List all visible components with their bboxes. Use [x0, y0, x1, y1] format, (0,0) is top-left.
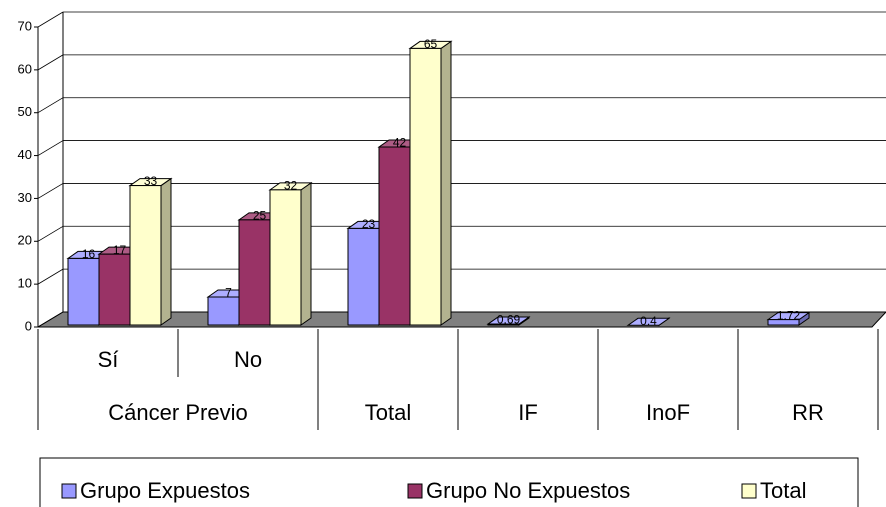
grid-line-side — [37, 140, 64, 156]
value-label: 1.72 — [777, 308, 801, 322]
legend-label: Grupo Expuestos — [80, 478, 250, 503]
legend-swatch — [407, 483, 423, 499]
y-tick-label: 10 — [18, 276, 32, 291]
grid-line-side — [37, 97, 64, 114]
y-tick-label: 50 — [18, 104, 32, 119]
legend-label: Total — [760, 478, 806, 503]
grid-line-side — [37, 268, 64, 285]
bar — [128, 177, 173, 326]
bar-front — [269, 189, 302, 326]
bar-front — [487, 323, 520, 326]
x-group-label: InoF — [646, 400, 690, 425]
value-label: 7 — [225, 286, 232, 300]
value-label: 32 — [284, 179, 298, 193]
bar-top — [626, 317, 671, 326]
bar — [268, 181, 313, 326]
bar-front — [767, 319, 800, 326]
value-label: 65 — [424, 37, 438, 51]
bar — [626, 317, 671, 327]
value-label: 17 — [113, 243, 127, 257]
x-group-label: RR — [792, 400, 824, 425]
bar — [408, 40, 453, 326]
y-tick-label: 60 — [18, 61, 32, 76]
value-label: 42 — [393, 136, 407, 150]
value-label: 25 — [253, 209, 267, 223]
bar-front — [409, 47, 442, 326]
x-group-label: Total — [365, 400, 411, 425]
bar — [766, 311, 811, 326]
grid-line-side — [37, 311, 64, 328]
x-tick-label: Sí — [98, 347, 119, 372]
x-tick-label: No — [234, 347, 262, 372]
grid-line-side — [37, 225, 64, 242]
bar-side — [440, 40, 452, 326]
y-tick-label: 70 — [18, 18, 32, 33]
y-tick-label: 20 — [18, 233, 32, 248]
y-tick-label: 30 — [18, 190, 32, 205]
legend-label: Grupo No Expuestos — [426, 478, 630, 503]
bar-front — [347, 227, 380, 326]
grid-line-side — [37, 11, 64, 28]
y-tick-label: 0 — [25, 318, 32, 333]
bar-side — [160, 177, 172, 326]
legend-box — [39, 457, 859, 507]
bar-front — [207, 296, 240, 326]
x-group-label: Cáncer Previo — [108, 400, 247, 425]
y-tick-label: 40 — [18, 147, 32, 162]
bar-side — [300, 181, 312, 326]
bar-front — [238, 219, 271, 326]
x-group-label: IF — [518, 400, 538, 425]
bar-front — [378, 146, 411, 326]
grid-line-side — [37, 183, 64, 199]
bar-front — [129, 185, 162, 326]
legend-swatch — [741, 483, 757, 499]
value-label: 0.69 — [497, 313, 521, 327]
value-label: 0.4 — [640, 314, 657, 328]
value-label: 16 — [82, 247, 96, 261]
value-label: 23 — [362, 217, 376, 231]
value-label: 33 — [144, 174, 158, 188]
grid-line-side — [37, 54, 64, 71]
bar — [486, 316, 531, 326]
legend-swatch — [61, 483, 77, 499]
bar-front — [67, 257, 100, 326]
bar-front — [98, 253, 131, 326]
